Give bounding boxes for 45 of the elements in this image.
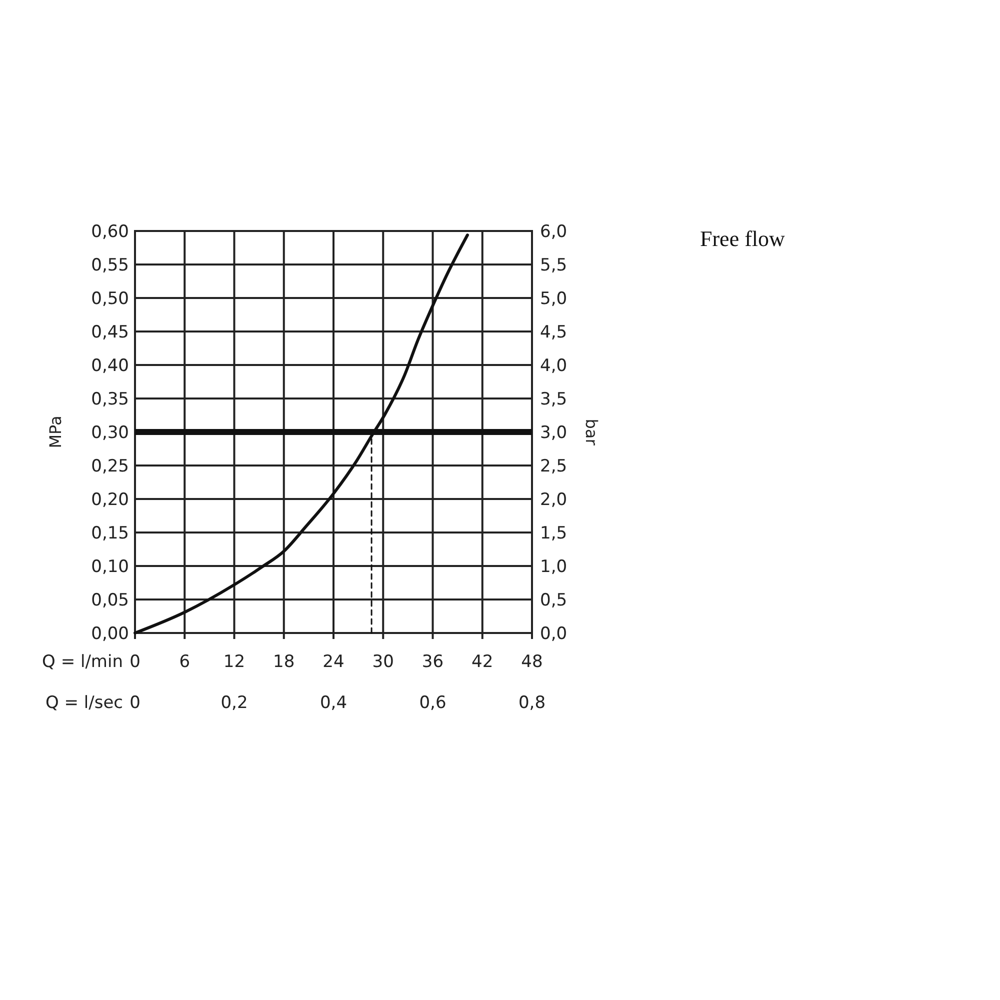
- y2-tick-label: 6,0: [540, 222, 568, 242]
- x-tick-label: 48: [521, 652, 543, 672]
- x2-tick-label: 0: [130, 693, 140, 713]
- y2-tick-label: 2,5: [540, 456, 568, 476]
- x-tick-label: 24: [322, 652, 344, 672]
- x-tick-label: 18: [273, 652, 295, 672]
- y2-tick-label: 3,0: [540, 422, 568, 443]
- y2-tick-label: 0,5: [540, 590, 568, 610]
- y-tick-label: 0,50: [91, 288, 129, 309]
- x-tick-label: 30: [372, 652, 394, 672]
- y-tick-label: 0,55: [91, 255, 129, 276]
- y-tick-label: 0,45: [91, 322, 129, 342]
- y-tick-label: 0,35: [91, 389, 129, 410]
- y-tick-label: 0,20: [91, 490, 129, 510]
- y-tick-label: 0,05: [91, 590, 129, 610]
- y2-tick-label: 4,0: [540, 356, 568, 376]
- y-tick-label: 0,25: [91, 456, 129, 476]
- x2-tick-label: 0,8: [518, 693, 546, 713]
- y-tick-label: 0,10: [91, 556, 129, 577]
- x-tick-label: 36: [422, 652, 444, 672]
- y2-tick-label: 1,0: [540, 556, 568, 577]
- x2-tick-label: 0,2: [220, 693, 248, 713]
- y-tick-label: 0,30: [91, 422, 129, 443]
- x-tick-label: 6: [179, 652, 190, 672]
- x2-tick-label: 0,6: [419, 693, 446, 713]
- x2-axis-title: Q = l/sec: [45, 693, 123, 713]
- y2-tick-label: 0,0: [540, 624, 568, 644]
- x2-tick-label: 0,4: [320, 693, 348, 713]
- y2-tick-label: 2,0: [540, 490, 568, 510]
- y-tick-label: 0,60: [91, 222, 129, 242]
- y2-axis-title: bar: [582, 418, 601, 446]
- y-tick-label: 0,40: [91, 356, 129, 376]
- y2-tick-label: 5,5: [540, 255, 568, 276]
- y-axis-title: MPa: [46, 416, 65, 448]
- y2-tick-label: 5,0: [540, 288, 568, 309]
- y-tick-label: 0,15: [91, 523, 129, 544]
- y2-tick-label: 4,5: [540, 322, 568, 342]
- x-tick-label: 42: [472, 652, 494, 672]
- x-tick-label: 0: [130, 652, 140, 672]
- y2-tick-label: 3,5: [540, 389, 568, 410]
- x-tick-label: 12: [223, 652, 246, 672]
- y2-tick-label: 1,5: [540, 523, 568, 544]
- text: Free flow: [700, 226, 786, 251]
- y-tick-label: 0,00: [91, 624, 129, 644]
- x-axis-title: Q = l/min: [42, 652, 123, 672]
